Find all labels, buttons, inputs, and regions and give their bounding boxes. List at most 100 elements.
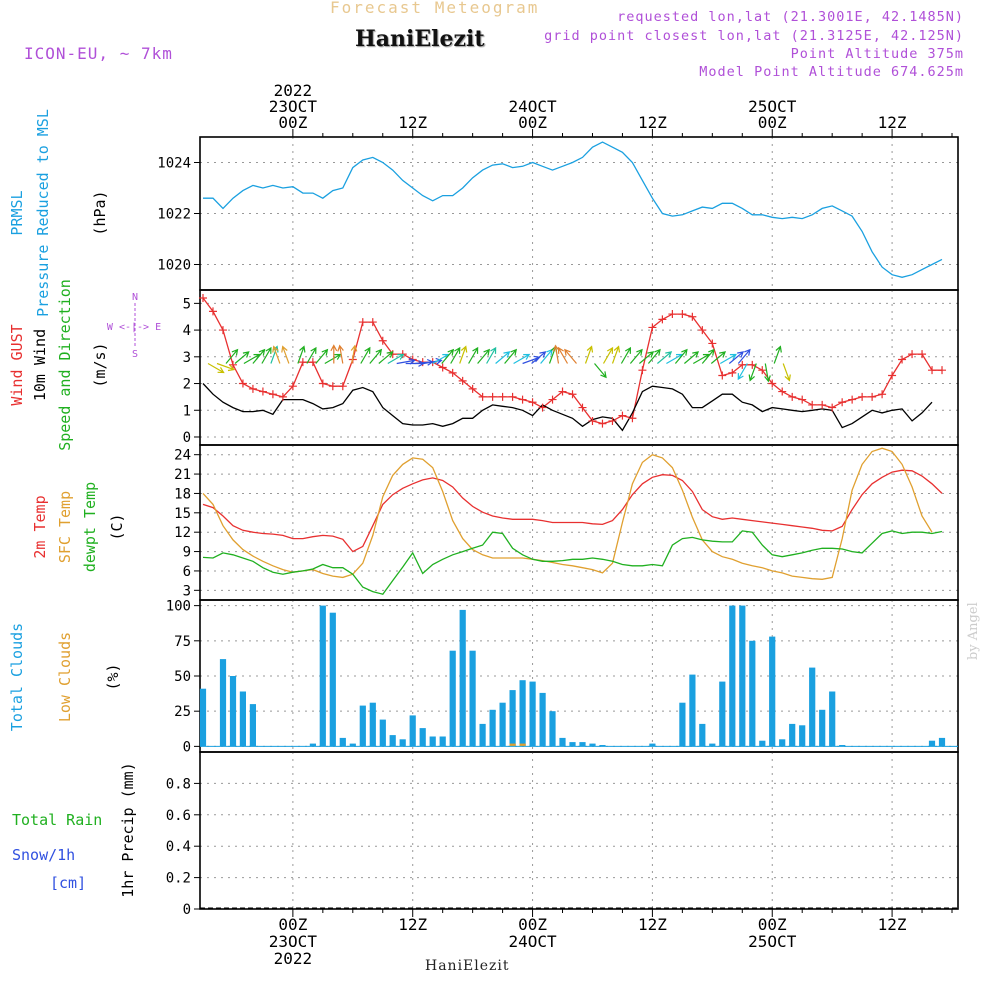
cloud-bar (779, 739, 786, 747)
panel-unit-clouds: (%) (104, 663, 122, 690)
gust-marker (708, 339, 717, 348)
panel-label-wind: Speed and Direction (56, 279, 74, 451)
panel-label-clouds: Low Clouds (56, 632, 74, 722)
gust-marker (538, 403, 547, 412)
series-line-sfc-temp (202, 447, 933, 580)
gust-marker (268, 390, 277, 399)
wind-arrow (378, 351, 394, 364)
cloud-bar (349, 743, 356, 747)
station-name: HaniElezit (355, 26, 485, 52)
gust-marker (678, 310, 687, 319)
time-label-top: 00Z (758, 113, 787, 132)
gust-marker (628, 414, 637, 423)
y-tick-label: 5 (183, 296, 191, 312)
wind-arrow (639, 351, 655, 364)
gridpoint-coords: grid point closest lon,lat (21.3125E, 42… (544, 28, 964, 44)
point-altitude: Point Altitude 375m (790, 46, 964, 62)
cloud-bar (769, 636, 776, 747)
wind-arrow (737, 363, 748, 381)
cloud-bar (529, 681, 536, 747)
series-line-prmsl (203, 141, 943, 278)
cloud-bar (219, 659, 227, 747)
gust-marker (718, 371, 727, 380)
time-label-bottom: 00Z (518, 915, 547, 934)
wind-arrow (684, 351, 700, 364)
cloud-bar (719, 681, 726, 747)
gust-marker (738, 360, 747, 369)
y-tick-label: 0.4 (166, 839, 191, 855)
gust-marker (198, 294, 207, 303)
panel-label-pressure: PRMSL (8, 190, 26, 235)
compass-west-east: W <-|-> E (107, 322, 161, 333)
cloud-bar (819, 709, 826, 747)
gust-marker (828, 403, 837, 412)
panel-label-wind: 10m Wind (31, 329, 49, 401)
cloud-bar (799, 725, 806, 747)
wind-arrow (495, 351, 511, 364)
cloud-bar (549, 711, 556, 747)
cloud-bar (699, 723, 706, 747)
wind-arrow (207, 362, 225, 374)
gust-marker (528, 398, 537, 407)
cloud-bar (519, 680, 526, 747)
gust-marker (728, 368, 737, 377)
gust-marker (938, 366, 947, 375)
y-tick-label: 75 (174, 634, 191, 650)
wind-arrow (369, 348, 383, 364)
meteogram-title: Forecast Meteogram (330, 0, 540, 17)
wind-arrow (297, 345, 306, 364)
gust-marker (848, 395, 857, 404)
cloud-bar (489, 709, 496, 747)
gust-marker (878, 390, 887, 399)
gust-marker (698, 326, 707, 335)
panel-unit-wind: (m/s) (91, 342, 109, 387)
gust-marker (908, 350, 917, 359)
cloud-bar (409, 715, 416, 747)
time-label-top: 00Z (518, 113, 547, 132)
wind-arrow (315, 348, 329, 364)
time-label-top: 24OCT (508, 97, 557, 116)
wind-arrow (234, 351, 250, 364)
cloud-bar (509, 743, 516, 747)
cloud-bar (569, 742, 576, 747)
y-tick-label: 0.8 (166, 776, 191, 792)
cloud-bar (339, 737, 346, 747)
y-tick-label: 0 (183, 430, 191, 446)
gust-marker (258, 387, 267, 396)
wind-arrow (337, 344, 344, 364)
panel-unit-temp: (C) (108, 513, 126, 540)
panel-wind: 0 1 2 3 4 5 (183, 289, 959, 446)
panel-pressure: 1020 1022 1024 (157, 136, 959, 291)
y-tick-label: 1 (183, 403, 191, 419)
wind-arrow (674, 348, 688, 364)
gust-marker (788, 392, 797, 401)
cloud-bar (469, 650, 476, 747)
cloud-bar (509, 690, 516, 747)
cloud-bar (449, 650, 456, 747)
cloud-bar (239, 691, 246, 747)
footer-station: HaniElezit (425, 958, 510, 974)
gust-marker (518, 395, 527, 404)
gust-marker (458, 376, 467, 385)
gust-marker (688, 312, 697, 321)
cloud-bar (749, 640, 756, 747)
gust-marker (838, 398, 847, 407)
gust-marker (928, 366, 937, 375)
wind-arrow (737, 348, 751, 364)
wind-arrow (552, 344, 560, 364)
y-tick-label: 12 (174, 525, 191, 541)
gust-marker (778, 387, 787, 396)
gust-marker (808, 400, 817, 409)
cloud-bar (249, 704, 256, 747)
gust-marker (488, 392, 497, 401)
gust-marker (508, 392, 517, 401)
wind-arrow (657, 351, 673, 364)
gust-marker (578, 403, 587, 412)
gust-marker (438, 363, 447, 372)
cloud-bar (479, 723, 486, 747)
cloud-bar (329, 612, 336, 747)
gust-marker (868, 392, 877, 401)
gust-marker (498, 392, 507, 401)
y-tick-label: 24 (174, 448, 191, 464)
cloud-bar (309, 743, 316, 747)
